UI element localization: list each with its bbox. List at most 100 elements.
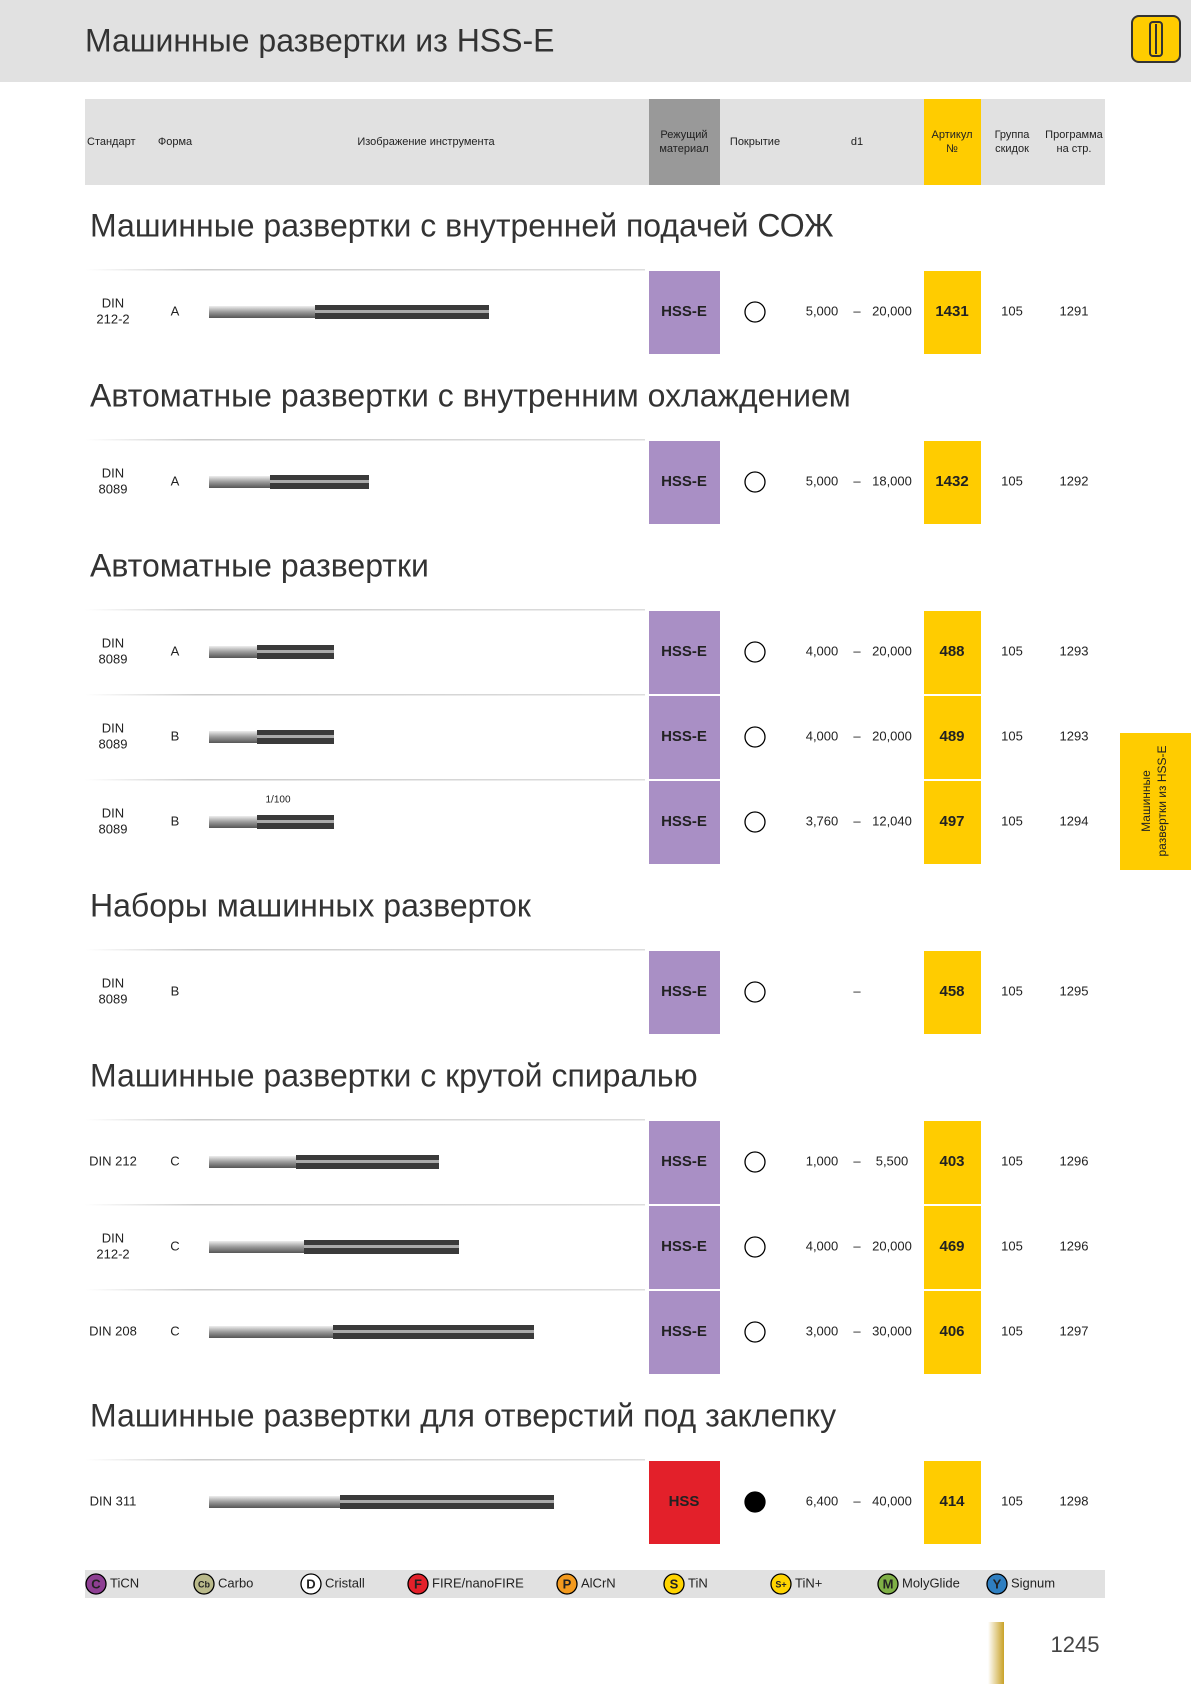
material-cell [649, 1121, 720, 1204]
material: HSS-E [661, 473, 707, 490]
side-tab [1120, 733, 1191, 870]
page-title: Машинные развертки из HSS-E [85, 22, 554, 58]
side-tab-line: Машинные [1139, 770, 1153, 832]
standard: DIN 208 [89, 1323, 137, 1338]
col-standard: Стандарт [87, 136, 136, 148]
standard: 8089 [99, 481, 128, 496]
d1: 4,000 [806, 728, 839, 743]
standard: 8089 [99, 736, 128, 751]
legend-symbol-text: Y [993, 1576, 1002, 1591]
col-d1: d1 [851, 136, 863, 148]
article: 497 [939, 813, 964, 830]
d1: 6,400 [806, 1493, 839, 1508]
d1: 3,000 [806, 1323, 839, 1338]
d1: – [853, 813, 861, 828]
header-band [0, 0, 1191, 82]
form: B [171, 983, 180, 998]
material-cell [649, 271, 720, 354]
legend-label: TiCN [110, 1575, 139, 1590]
d1: 3,760 [806, 813, 839, 828]
program-page: 1296 [1060, 1153, 1089, 1168]
row-separator [85, 949, 645, 951]
standard: DIN [102, 805, 124, 820]
tool-edge [333, 1330, 534, 1333]
material: HSS-E [661, 303, 707, 320]
d1: – [853, 473, 861, 488]
coating-icon [744, 1321, 766, 1343]
article-cell [924, 441, 981, 524]
legend-symbol-text: S+ [775, 1579, 786, 1589]
standard: 8089 [99, 651, 128, 666]
tool-shank [209, 646, 257, 658]
tool-edge [257, 820, 334, 823]
page-number: 1245 [1051, 1632, 1100, 1657]
article-cell [924, 1121, 981, 1204]
col-article: № [946, 143, 958, 155]
col-program: на стр. [1057, 143, 1092, 155]
form: B [171, 813, 180, 828]
section-title: Автоматные развертки [90, 547, 429, 583]
form: B [171, 728, 180, 743]
form: C [170, 1238, 179, 1253]
form: A [171, 643, 180, 658]
coating-icon [744, 301, 766, 323]
group: 105 [1001, 1323, 1023, 1338]
tool-shank [209, 1241, 304, 1253]
material-header-cell [649, 99, 720, 185]
standard: 8089 [99, 991, 128, 1006]
tool-shank [209, 476, 270, 488]
d1: 5,000 [806, 303, 839, 318]
section-title: Автоматные развертки с внутренним охлажд… [90, 377, 851, 413]
material: HSS-E [661, 813, 707, 830]
article: 458 [939, 983, 964, 1000]
col-form: Форма [158, 136, 193, 148]
tool-edge [257, 735, 334, 738]
tool-edge [296, 1160, 439, 1163]
program-page: 1296 [1060, 1238, 1089, 1253]
standard: 212-2 [96, 1246, 129, 1261]
legend-label: Cristall [325, 1575, 365, 1590]
material-cell [649, 1206, 720, 1289]
col-group: скидок [995, 143, 1029, 155]
standard: DIN [102, 465, 124, 480]
coating-icon [744, 726, 766, 748]
legend-symbol [300, 1573, 322, 1595]
program-page: 1292 [1060, 473, 1089, 488]
material-cell [649, 1461, 720, 1544]
legend-symbol [193, 1573, 215, 1595]
d1: – [853, 1323, 861, 1338]
d1: 20,000 [872, 1238, 912, 1253]
tool-shank [209, 1496, 340, 1508]
d1: 20,000 [872, 728, 912, 743]
group: 105 [1001, 728, 1023, 743]
d1: 1,000 [806, 1153, 839, 1168]
article-cell [924, 1291, 981, 1374]
d1: 30,000 [872, 1323, 912, 1338]
tool-edge [304, 1245, 459, 1248]
article-cell [924, 951, 981, 1034]
col-material: материал [659, 143, 708, 155]
legend-symbol [663, 1573, 685, 1595]
standard: 212-2 [96, 311, 129, 326]
legend-symbol-text: P [563, 1576, 572, 1591]
group: 105 [1001, 983, 1023, 998]
program-page: 1295 [1060, 983, 1089, 998]
material-cell [649, 1291, 720, 1374]
legend-symbol [770, 1573, 792, 1595]
article-cell [924, 781, 981, 864]
legend-symbol-text: D [306, 1576, 315, 1591]
tool-shank [209, 816, 257, 828]
tool-shank [209, 1326, 333, 1338]
standard: DIN 311 [90, 1493, 137, 1508]
col-image: Изображение инструмента [357, 136, 495, 148]
form: C [170, 1323, 179, 1338]
legend-label: FIRE/nanoFIRE [432, 1575, 524, 1590]
coating-icon [744, 471, 766, 493]
legend-label: Signum [1011, 1575, 1055, 1590]
legend-label: TiN+ [795, 1575, 822, 1590]
standard: DIN [102, 295, 124, 310]
material: HSS-E [661, 983, 707, 1000]
legend-symbol-text: C [91, 1576, 101, 1591]
standard: DIN [102, 720, 124, 735]
side-tab-line: развертки из HSS-E [1155, 745, 1169, 856]
